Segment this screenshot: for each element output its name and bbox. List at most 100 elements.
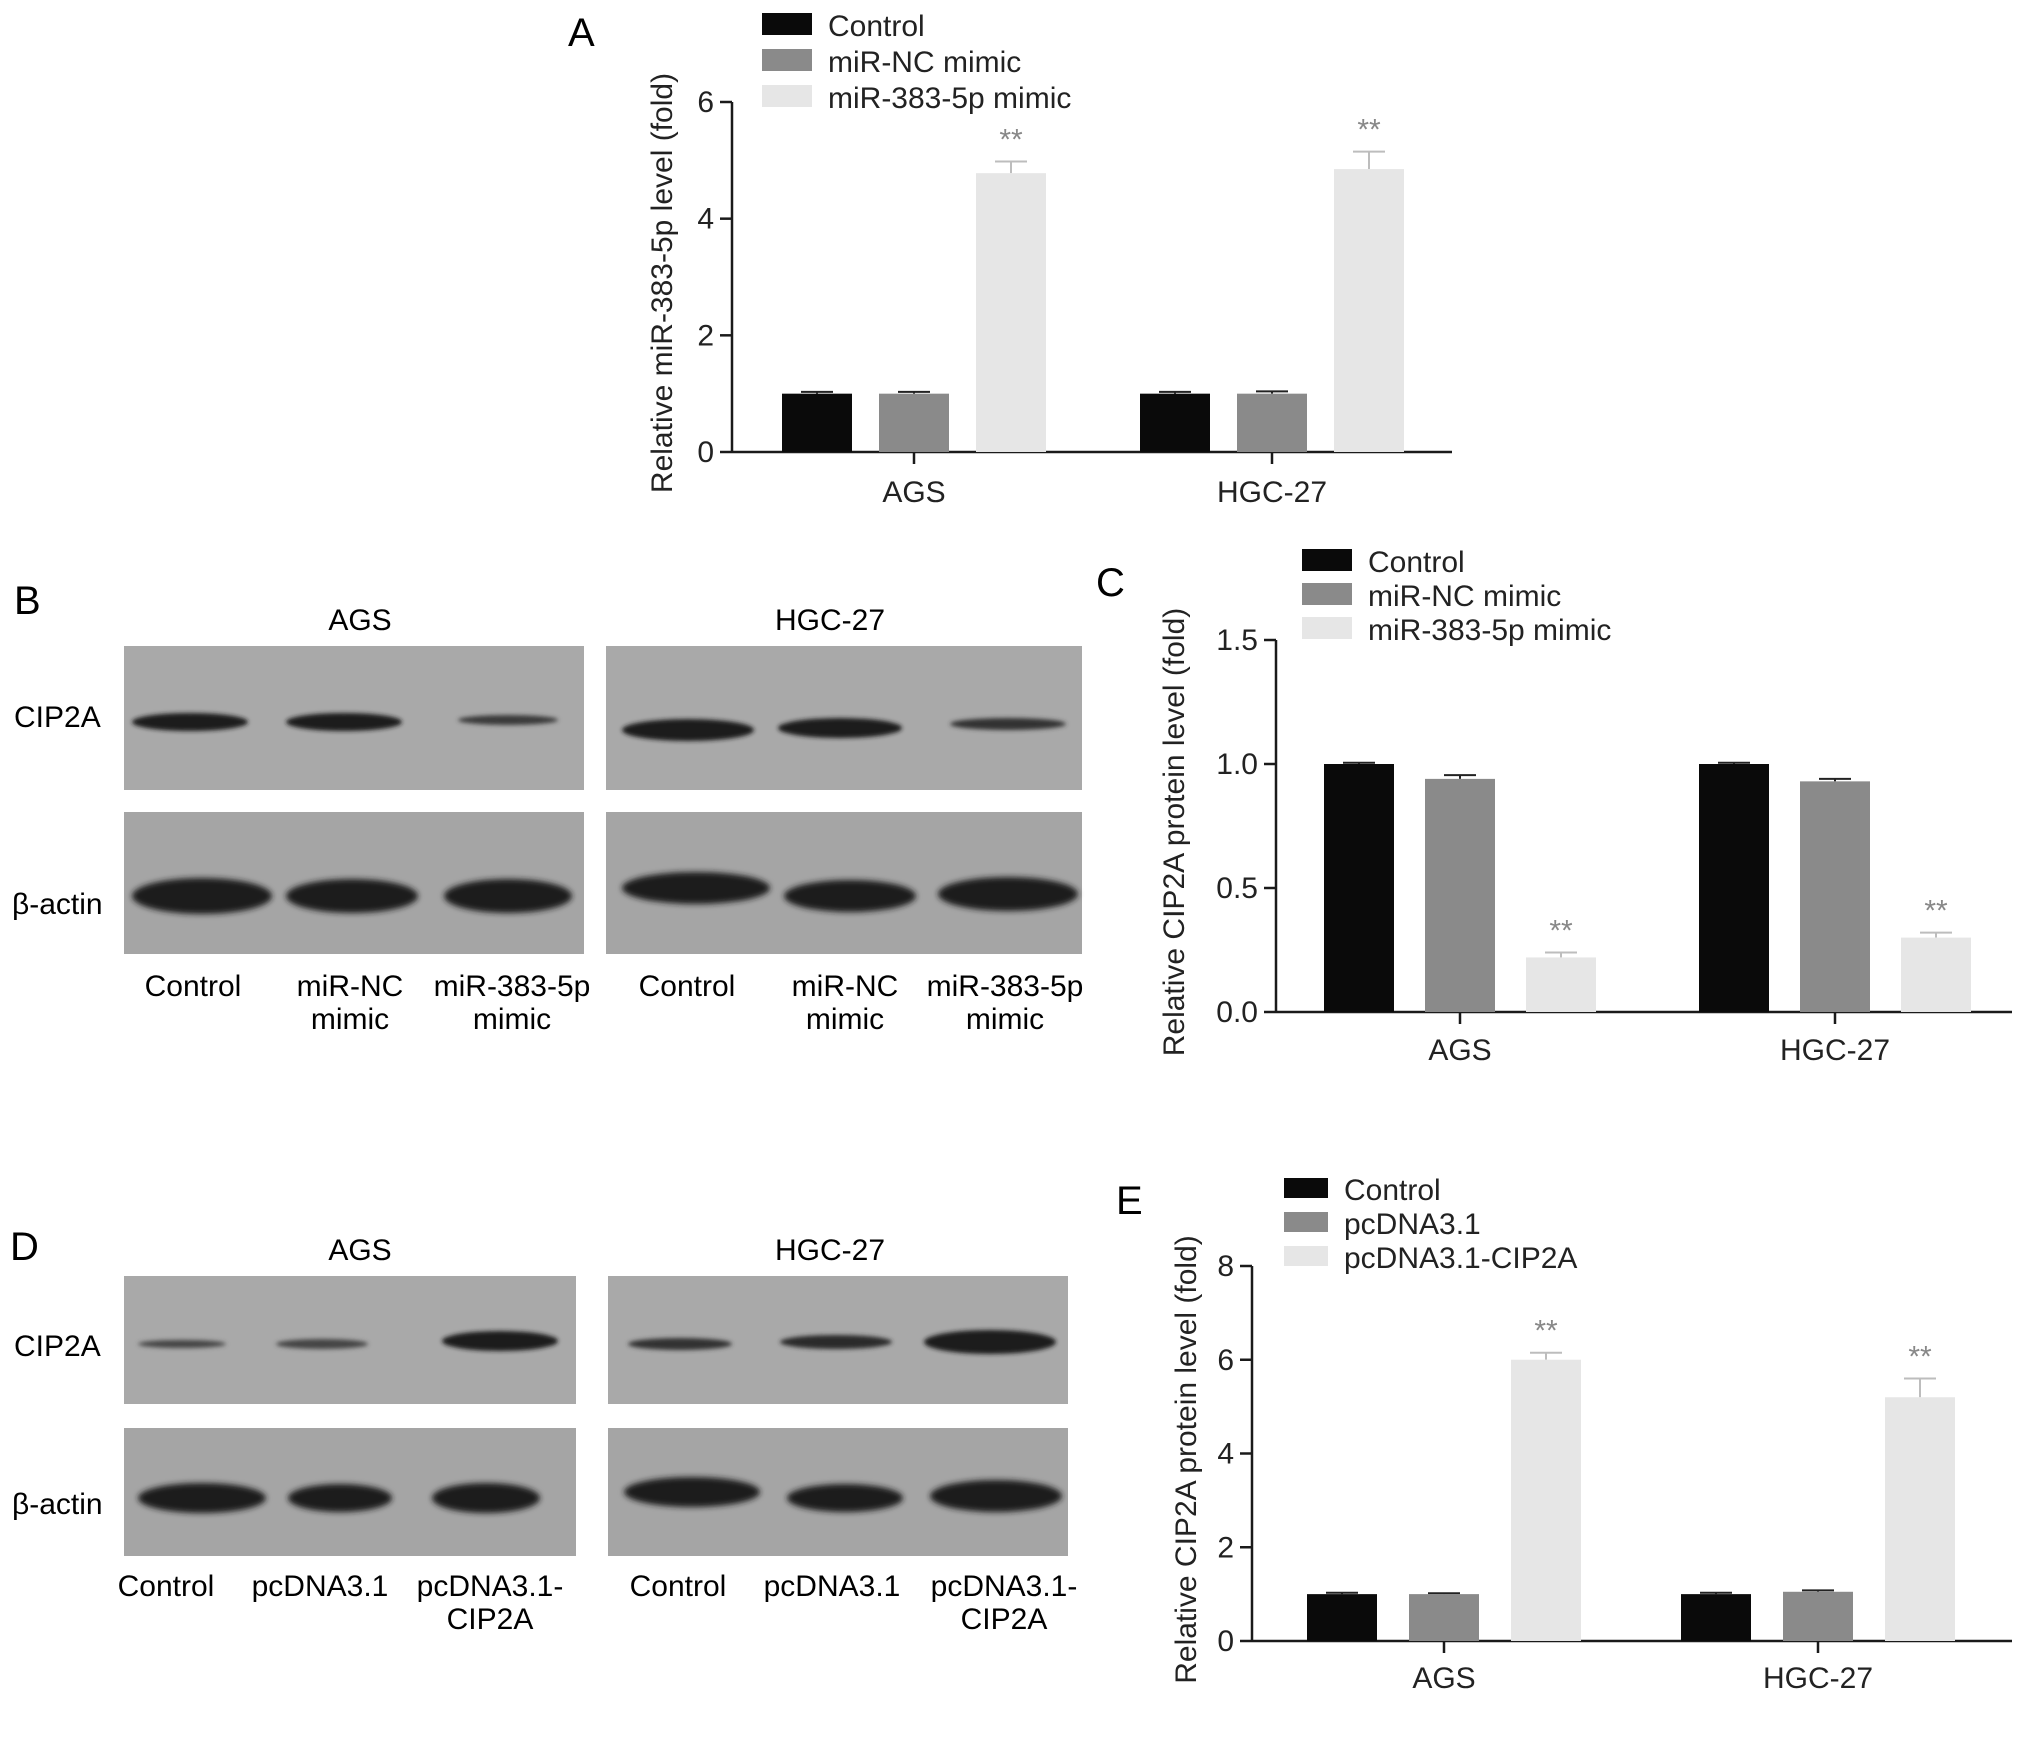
blot-d-band-actin-lane1 bbox=[138, 1483, 266, 1513]
blot-d-bands bbox=[138, 1330, 1062, 1513]
legend-label: miR-NC mimic bbox=[828, 46, 1021, 79]
blot-b-lane-label: miR-NC mimic bbox=[297, 970, 404, 1036]
panel-c-plot: 0.0 0.5 1.0 1.5 Relative CIP2A protein level… bbox=[1158, 608, 2012, 1067]
blot-b-group-label-ags: AGS bbox=[328, 604, 391, 637]
blot-d-band-cip2a-lane1 bbox=[138, 1340, 226, 1348]
panel-d-western-blot: D AGS HGC-27 CIP2A β-actin Control pcDNA… bbox=[10, 1225, 1077, 1636]
y-tick-label: 6 bbox=[697, 86, 714, 119]
bar bbox=[1409, 1594, 1479, 1641]
blot-d-lane-label: pcDNA3.1 bbox=[764, 1570, 901, 1603]
blot-d-lane-labels: Control pcDNA3.1 pcDNA3.1-CIP2A Control … bbox=[118, 1570, 1078, 1636]
blot-b-band-actin-lane3 bbox=[444, 879, 572, 913]
bar bbox=[1681, 1594, 1751, 1641]
bar bbox=[1307, 1594, 1377, 1641]
y-tick-label: 0.5 bbox=[1216, 872, 1258, 905]
blot-d-lane-label: Control bbox=[630, 1570, 727, 1603]
panel-e-chart: E 0 2 4 6 8 Relative CIP2A protein level (fol… bbox=[1116, 1174, 2012, 1695]
panel-c-chart: C 0.0 0.5 1.0 1.5 Relative CIP2A protein lev… bbox=[1096, 546, 2012, 1067]
blot-d-group-label-hgc27: HGC-27 bbox=[775, 1234, 885, 1267]
legend-label: miR-383-5p mimic bbox=[828, 82, 1071, 115]
blot-d-band-actin-lane2 bbox=[288, 1484, 392, 1512]
panel-b-western-blot: B AGS HGC-27 CIP2A β-actin Control miR-N… bbox=[12, 579, 1083, 1036]
bar bbox=[1800, 781, 1870, 1012]
legend-label: pcDNA3.1-CIP2A bbox=[1344, 1242, 1577, 1275]
blot-d-row-label-cip2a: CIP2A bbox=[14, 1330, 101, 1363]
bar bbox=[1511, 1359, 1581, 1641]
blot-b-band-cip2a-lane4 bbox=[622, 719, 754, 741]
significance-marker: ** bbox=[1908, 1341, 1932, 1374]
panel-label-a: A bbox=[568, 11, 595, 55]
blot-b-band-actin-lane6 bbox=[938, 877, 1078, 911]
legend-label: Control bbox=[828, 10, 925, 43]
blot-d-band-cip2a-lane6 bbox=[924, 1330, 1056, 1354]
legend-label: pcDNA3.1 bbox=[1344, 1208, 1481, 1241]
x-tick-label: HGC-27 bbox=[1780, 1034, 1890, 1067]
legend-swatch bbox=[1284, 1212, 1328, 1232]
x-tick-label: AGS bbox=[1428, 1034, 1491, 1067]
legend-swatch bbox=[762, 49, 812, 71]
blot-b-band-actin-lane5 bbox=[784, 880, 916, 912]
bar bbox=[1783, 1591, 1853, 1641]
blot-d-row-label-actin: β-actin bbox=[12, 1488, 103, 1521]
y-axis-title: Relative CIP2A protein level (fold) bbox=[1158, 608, 1191, 1057]
legend-label: miR-383-5p mimic bbox=[1368, 614, 1611, 647]
bar bbox=[1425, 778, 1495, 1012]
blot-b-bands bbox=[132, 713, 1078, 914]
blot-b-band-actin-lane1 bbox=[132, 878, 272, 914]
legend-label: Control bbox=[1368, 546, 1465, 579]
panel-a-chart: A 0 2 4 6 Relative miR-383-5p level (fold) AG… bbox=[568, 10, 1452, 509]
blot-b-band-cip2a-lane3 bbox=[458, 715, 558, 725]
x-tick-label: HGC-27 bbox=[1217, 476, 1327, 509]
bar bbox=[1699, 764, 1769, 1012]
blot-d-lane-label: Control bbox=[118, 1570, 215, 1603]
y-tick-label: 2 bbox=[1217, 1531, 1234, 1564]
bar bbox=[1526, 957, 1596, 1012]
panel-label-c: C bbox=[1096, 561, 1125, 605]
blot-d-lane-label: pcDNA3.1-CIP2A bbox=[931, 1570, 1078, 1636]
blot-b-band-cip2a-lane2 bbox=[286, 713, 402, 731]
significance-marker: ** bbox=[999, 124, 1023, 157]
bar bbox=[879, 393, 949, 452]
blot-d-lane-label: pcDNA3.1 bbox=[252, 1570, 389, 1603]
blot-d-band-actin-lane5 bbox=[787, 1484, 903, 1512]
blot-b-band-actin-lane4 bbox=[622, 872, 770, 904]
bar bbox=[1237, 393, 1307, 452]
legend-swatch bbox=[1302, 617, 1352, 639]
legend-label: Control bbox=[1344, 1174, 1441, 1207]
x-tick-label: HGC-27 bbox=[1763, 1662, 1873, 1695]
y-axis-title: Relative CIP2A protein level (fold) bbox=[1170, 1235, 1203, 1684]
y-tick-label: 0.0 bbox=[1216, 996, 1258, 1029]
panel-label-d: D bbox=[10, 1225, 39, 1269]
panel-label-e: E bbox=[1116, 1179, 1143, 1223]
blot-d-band-cip2a-lane5 bbox=[780, 1335, 892, 1349]
y-tick-label: 1.0 bbox=[1216, 748, 1258, 781]
legend-swatch bbox=[1302, 549, 1352, 571]
bar bbox=[1324, 764, 1394, 1012]
legend-label: miR-NC mimic bbox=[1368, 580, 1561, 613]
y-tick-label: 4 bbox=[697, 203, 714, 236]
blot-d-band-actin-lane3 bbox=[432, 1483, 540, 1513]
bar bbox=[1885, 1397, 1955, 1641]
significance-marker: ** bbox=[1549, 914, 1573, 947]
blot-b-lane-label: miR-NC mimic bbox=[792, 970, 899, 1036]
legend-swatch bbox=[1284, 1246, 1328, 1266]
y-tick-label: 0 bbox=[1217, 1625, 1234, 1658]
y-tick-label: 1.5 bbox=[1216, 624, 1258, 657]
blot-b-band-cip2a-lane5 bbox=[778, 718, 902, 738]
panel-a-plot: 0 2 4 6 Relative miR-383-5p level (fold) AGS H… bbox=[646, 73, 1452, 509]
y-tick-label: 2 bbox=[697, 319, 714, 352]
blot-d-lane-label: pcDNA3.1-CIP2A bbox=[417, 1570, 564, 1636]
y-axis-title: Relative miR-383-5p level (fold) bbox=[646, 73, 679, 493]
legend-swatch bbox=[1284, 1178, 1328, 1198]
blot-b-lane-label: miR-383-5p mimic bbox=[434, 970, 591, 1036]
legend-swatch bbox=[1302, 583, 1352, 605]
significance-marker: ** bbox=[1357, 114, 1381, 147]
y-tick-label: 6 bbox=[1217, 1344, 1234, 1377]
legend-swatch bbox=[762, 13, 812, 35]
blot-b-panel-hgc27-cip2a bbox=[606, 646, 1082, 790]
x-tick-label: AGS bbox=[882, 476, 945, 509]
x-tick-label: AGS bbox=[1412, 1662, 1475, 1695]
